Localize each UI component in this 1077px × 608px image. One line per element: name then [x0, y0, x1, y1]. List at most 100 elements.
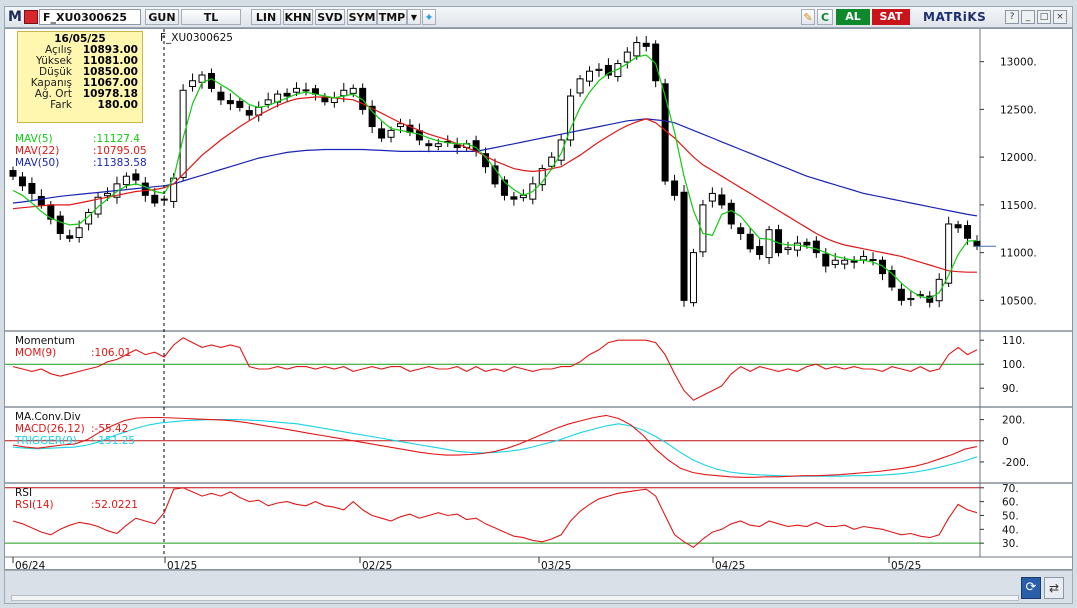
candle-body — [302, 89, 310, 92]
main-legend-label: MAV(22) — [15, 145, 59, 157]
candle-body — [94, 196, 102, 215]
price-axis-tick-label: 10500. — [1000, 295, 1037, 307]
candle-body — [293, 87, 301, 93]
mav5-line — [12, 54, 978, 300]
khn-button[interactable]: KHN — [283, 9, 313, 25]
indicator-axis-tick-label: 110. — [1002, 335, 1025, 347]
sym-button[interactable]: SYM — [347, 9, 377, 25]
candle-body — [75, 227, 83, 239]
twitter-icon[interactable]: ✦ — [422, 9, 436, 25]
main-legend-label: MAV(50) — [15, 157, 59, 169]
candle-body — [784, 247, 792, 251]
indicator-legend-value: :52.0221 — [91, 499, 138, 511]
x-axis-tick-label: 05/25 — [891, 560, 921, 569]
candle-body — [368, 105, 376, 128]
sell-button[interactable]: SAT — [872, 9, 910, 25]
candle-body — [321, 97, 329, 103]
candle-body — [737, 227, 745, 235]
candle-body — [510, 196, 518, 200]
currency-button[interactable]: TL — [181, 9, 241, 25]
close-icon[interactable]: × — [1053, 10, 1067, 24]
info-row-low: Düşük 10850.00 — [18, 67, 142, 78]
candle-body — [897, 288, 905, 301]
candle-body — [434, 143, 442, 147]
candle-body — [557, 139, 565, 161]
indicator-title: Momentum — [15, 335, 75, 347]
trigger-line — [12, 419, 978, 477]
candle-body — [633, 42, 641, 57]
candle-body — [718, 194, 726, 206]
candle-body — [151, 194, 159, 204]
candle-body — [595, 68, 603, 71]
candle-body — [878, 259, 886, 275]
x-axis-tick-label: 03/25 — [541, 560, 571, 569]
price-axis-tick-label: 12500. — [1000, 104, 1037, 116]
indicator-legend-value: :-151.25 — [91, 435, 135, 447]
indicator-axis-tick-label: 70. — [1002, 483, 1019, 495]
candle-body — [340, 89, 348, 97]
candle-body — [245, 110, 253, 116]
indicator-axis-tick-label: 0 — [1002, 436, 1009, 448]
indicator-legend-value: :-55.42 — [91, 423, 128, 435]
candle-body — [349, 87, 357, 94]
indicator-legend-label: MACD(26,12) — [15, 423, 85, 435]
linear-scale-button[interactable]: LIN — [251, 9, 281, 25]
info-date: 16/05/25 — [54, 33, 106, 45]
info-row-open: Açılış 10893.00 — [18, 45, 142, 56]
candle-body — [18, 176, 26, 187]
maximize-icon[interactable]: □ — [1037, 10, 1051, 24]
candle-body — [708, 192, 716, 202]
chart-canvas[interactable]: 13000. 12500. 12000. 11500. 11000. 10500. F_XU… — [5, 29, 1072, 569]
candle-body — [378, 128, 386, 139]
period-button[interactable]: GUN — [145, 9, 179, 25]
indicator-axis-tick-label: -200. — [1002, 457, 1029, 469]
candle-body — [141, 182, 149, 196]
candle-body — [396, 123, 404, 128]
c-button[interactable]: C — [817, 9, 833, 25]
candle-body — [756, 246, 764, 256]
candle-body — [945, 223, 953, 284]
buy-button[interactable]: AL — [836, 9, 870, 25]
candle-body — [548, 156, 556, 167]
indicator-title: RSI — [15, 487, 32, 499]
candle-body — [907, 297, 915, 301]
indicator-legend-label: MOM(9) — [15, 347, 56, 359]
wavg-label: Ağ. Ort — [34, 88, 72, 100]
chart-area[interactable]: 13000. 12500. 12000. 11500. 11000. 10500. F_XU… — [4, 28, 1073, 570]
rsi-line — [12, 487, 978, 548]
chart-title: F_XU0300625 — [160, 32, 233, 44]
symbol-input[interactable]: F_XU0300625 — [39, 9, 141, 25]
pencil-icon[interactable]: ✎ — [801, 9, 815, 25]
indicator-axis-tick-label: 100. — [1002, 359, 1025, 371]
candle-body — [642, 42, 650, 47]
candle-body — [387, 129, 395, 138]
sync-icon[interactable]: ⇄ — [1044, 577, 1064, 599]
candle-body — [198, 74, 206, 83]
minimize-icon[interactable]: _ — [1021, 10, 1035, 24]
template-dropdown-icon[interactable]: ▼ — [407, 9, 421, 25]
flag-icon[interactable] — [24, 10, 38, 24]
candle-body — [217, 91, 225, 101]
candle-body — [888, 270, 896, 288]
candle-body — [9, 169, 17, 177]
low-value: 10850.00 — [82, 66, 138, 78]
price-axis-tick-label: 11000. — [1000, 248, 1037, 260]
candle-body — [359, 87, 367, 110]
candle-body — [604, 64, 612, 76]
candle-body — [264, 99, 272, 105]
svd-button[interactable]: SVD — [315, 9, 345, 25]
high-label: Yüksek — [36, 55, 72, 67]
candle-body — [727, 202, 735, 225]
indicator-axis-tick-label: 60. — [1002, 497, 1019, 509]
candle-body — [567, 95, 575, 141]
horizontal-scrollbar[interactable] — [11, 595, 1019, 601]
indicator-axis-tick-label: 50. — [1002, 510, 1019, 522]
pin-icon[interactable]: ? — [1005, 10, 1019, 24]
refresh-icon[interactable]: ⟳ — [1021, 577, 1041, 599]
candle-body — [576, 78, 584, 94]
candle-body — [831, 259, 839, 265]
macd-line — [12, 414, 978, 478]
candle-body — [793, 242, 801, 251]
indicator-legend-label: RSI(14) — [15, 499, 54, 511]
tmp-button[interactable]: TMP — [377, 9, 407, 25]
